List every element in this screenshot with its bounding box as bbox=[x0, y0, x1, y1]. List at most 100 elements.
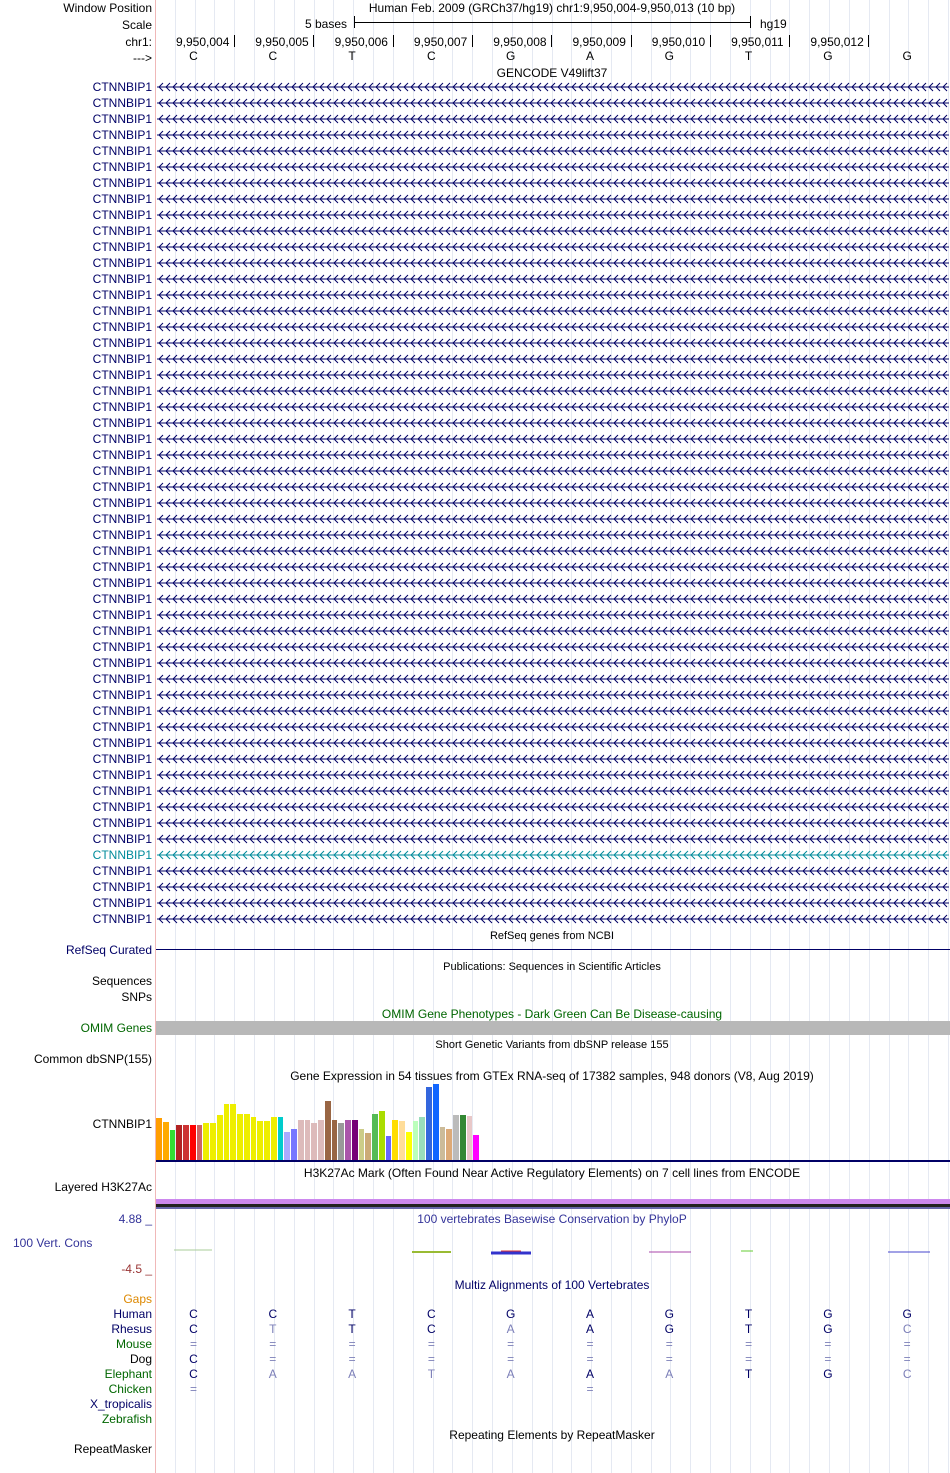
gencode-transcript-label[interactable]: CTNNBIP1 bbox=[92, 896, 152, 910]
gencode-transcript-label[interactable]: CTNNBIP1 bbox=[92, 800, 152, 814]
gencode-transcript[interactable] bbox=[157, 768, 949, 782]
gencode-transcript[interactable] bbox=[157, 176, 949, 190]
gencode-transcript-label[interactable]: CTNNBIP1 bbox=[92, 464, 152, 478]
refseq-track-line[interactable] bbox=[156, 949, 950, 950]
gencode-transcript[interactable] bbox=[157, 784, 949, 798]
gencode-transcript-label[interactable]: CTNNBIP1 bbox=[92, 256, 152, 270]
gencode-transcript[interactable] bbox=[157, 192, 949, 206]
gtex-tissue-bar[interactable] bbox=[264, 1121, 270, 1160]
gencode-transcript[interactable] bbox=[157, 352, 949, 366]
publications-label-snps[interactable]: SNPs bbox=[121, 990, 152, 1004]
gencode-transcript-label[interactable]: CTNNBIP1 bbox=[92, 304, 152, 318]
gtex-tissue-bar[interactable] bbox=[311, 1123, 317, 1160]
gencode-transcript[interactable] bbox=[157, 608, 949, 622]
multiz-gaps-label[interactable]: Gaps bbox=[123, 1292, 152, 1306]
gtex-tissue-bar[interactable] bbox=[216, 1115, 223, 1160]
gtex-tissue-bar[interactable] bbox=[345, 1120, 351, 1160]
gencode-transcript-label[interactable]: CTNNBIP1 bbox=[92, 848, 152, 862]
gencode-transcript[interactable] bbox=[157, 560, 949, 574]
multiz-species-label[interactable]: Mouse bbox=[115, 1337, 152, 1351]
gencode-transcript-label[interactable]: CTNNBIP1 bbox=[92, 352, 152, 366]
gencode-transcript[interactable] bbox=[157, 480, 949, 494]
gencode-transcript-label[interactable]: CTNNBIP1 bbox=[92, 192, 152, 206]
multiz-species-label[interactable]: Human bbox=[113, 1307, 152, 1321]
gencode-transcript-label[interactable]: CTNNBIP1 bbox=[92, 512, 152, 526]
gencode-transcript[interactable] bbox=[157, 336, 949, 350]
gtex-tissue-bar[interactable] bbox=[419, 1117, 425, 1160]
gencode-transcript[interactable] bbox=[157, 272, 949, 286]
gencode-transcript[interactable] bbox=[157, 848, 949, 862]
dbsnp-track-label[interactable]: Common dbSNP(155) bbox=[33, 1052, 152, 1066]
gencode-transcript-label[interactable]: CTNNBIP1 bbox=[92, 80, 152, 94]
gtex-tissue-bar[interactable] bbox=[156, 1118, 162, 1160]
gencode-transcript-label[interactable]: CTNNBIP1 bbox=[92, 144, 152, 158]
gencode-transcript-label[interactable]: CTNNBIP1 bbox=[92, 528, 152, 542]
gtex-tissue-bar[interactable] bbox=[392, 1120, 398, 1160]
gencode-transcript-label[interactable]: CTNNBIP1 bbox=[92, 288, 152, 302]
gtex-tissue-bar[interactable] bbox=[196, 1125, 203, 1160]
gencode-transcript[interactable] bbox=[157, 592, 949, 606]
gencode-transcript[interactable] bbox=[157, 240, 949, 254]
multiz-species-label[interactable]: Chicken bbox=[108, 1382, 152, 1396]
gtex-tissue-bar[interactable] bbox=[183, 1125, 189, 1160]
gencode-transcript-label[interactable]: CTNNBIP1 bbox=[92, 416, 152, 430]
gencode-transcript-label[interactable]: CTNNBIP1 bbox=[92, 176, 152, 190]
gencode-transcript-label[interactable]: CTNNBIP1 bbox=[92, 432, 152, 446]
gencode-transcript[interactable] bbox=[157, 800, 949, 814]
gtex-tissue-bar[interactable] bbox=[338, 1123, 344, 1160]
gtex-tissue-bar[interactable] bbox=[189, 1125, 196, 1160]
gencode-transcript-label[interactable]: CTNNBIP1 bbox=[92, 784, 152, 798]
gencode-transcript[interactable] bbox=[157, 528, 949, 542]
gencode-transcript-label[interactable]: CTNNBIP1 bbox=[92, 544, 152, 558]
gencode-transcript-label[interactable]: CTNNBIP1 bbox=[92, 720, 152, 734]
gencode-transcript[interactable] bbox=[157, 304, 949, 318]
gtex-tissue-bar[interactable] bbox=[385, 1136, 392, 1160]
gencode-transcript[interactable] bbox=[157, 448, 949, 462]
gtex-tissue-bar[interactable] bbox=[277, 1117, 284, 1160]
gtex-tissue-bar[interactable] bbox=[250, 1117, 257, 1160]
gencode-transcript-label[interactable]: CTNNBIP1 bbox=[92, 128, 152, 142]
gtex-tissue-bar[interactable] bbox=[331, 1120, 338, 1160]
gtex-tissue-bar[interactable] bbox=[473, 1135, 479, 1160]
gencode-transcript[interactable] bbox=[157, 656, 949, 670]
multiz-species-label[interactable]: Dog bbox=[129, 1352, 152, 1366]
gencode-transcript-label[interactable]: CTNNBIP1 bbox=[92, 592, 152, 606]
refseq-track-label[interactable]: RefSeq Curated bbox=[65, 943, 152, 957]
gencode-transcript[interactable] bbox=[157, 816, 949, 830]
gtex-tissue-bar[interactable] bbox=[210, 1123, 216, 1160]
gtex-tissue-bar[interactable] bbox=[297, 1120, 304, 1160]
phylop-signal[interactable] bbox=[155, 1240, 950, 1260]
gtex-tissue-bar[interactable] bbox=[446, 1129, 452, 1160]
gtex-tissue-bar[interactable] bbox=[365, 1133, 371, 1160]
multiz-species-label[interactable]: X_tropicalis bbox=[89, 1397, 152, 1411]
gencode-transcript-label[interactable]: CTNNBIP1 bbox=[92, 864, 152, 878]
gencode-transcript-label[interactable]: CTNNBIP1 bbox=[92, 752, 152, 766]
gencode-transcript[interactable] bbox=[157, 752, 949, 766]
gencode-transcript-label[interactable]: CTNNBIP1 bbox=[92, 112, 152, 126]
gencode-transcript-label[interactable]: CTNNBIP1 bbox=[92, 688, 152, 702]
gencode-transcript-label[interactable]: CTNNBIP1 bbox=[92, 272, 152, 286]
gencode-transcript-label[interactable]: CTNNBIP1 bbox=[92, 480, 152, 494]
gencode-transcript-label[interactable]: CTNNBIP1 bbox=[92, 624, 152, 638]
gtex-tissue-bar[interactable] bbox=[453, 1115, 459, 1160]
gencode-transcript-label[interactable]: CTNNBIP1 bbox=[92, 672, 152, 686]
gtex-tissue-bar[interactable] bbox=[318, 1120, 324, 1160]
gtex-tissue-bar[interactable] bbox=[291, 1129, 297, 1160]
gencode-transcript-label[interactable]: CTNNBIP1 bbox=[92, 368, 152, 382]
gtex-tissue-bar[interactable] bbox=[358, 1129, 365, 1160]
multiz-species-label[interactable]: Rhesus bbox=[111, 1322, 152, 1336]
gencode-transcript[interactable] bbox=[157, 672, 949, 686]
gtex-tissue-bar[interactable] bbox=[405, 1132, 412, 1160]
repeatmasker-track-label[interactable]: RepeatMasker bbox=[73, 1442, 152, 1456]
gencode-transcript[interactable] bbox=[157, 496, 949, 510]
gencode-transcript[interactable] bbox=[157, 96, 949, 110]
gencode-transcript-label[interactable]: CTNNBIP1 bbox=[92, 704, 152, 718]
gtex-tissue-bar[interactable] bbox=[372, 1114, 378, 1160]
gtex-tissue-bar[interactable] bbox=[237, 1114, 243, 1160]
h3k27ac-signal-band[interactable] bbox=[156, 1199, 950, 1204]
gencode-transcript[interactable] bbox=[157, 720, 949, 734]
omim-track-label[interactable]: OMIM Genes bbox=[80, 1021, 152, 1035]
gencode-transcript-label[interactable]: CTNNBIP1 bbox=[92, 208, 152, 222]
gencode-transcript[interactable] bbox=[157, 224, 949, 238]
gencode-transcript[interactable] bbox=[157, 896, 949, 910]
